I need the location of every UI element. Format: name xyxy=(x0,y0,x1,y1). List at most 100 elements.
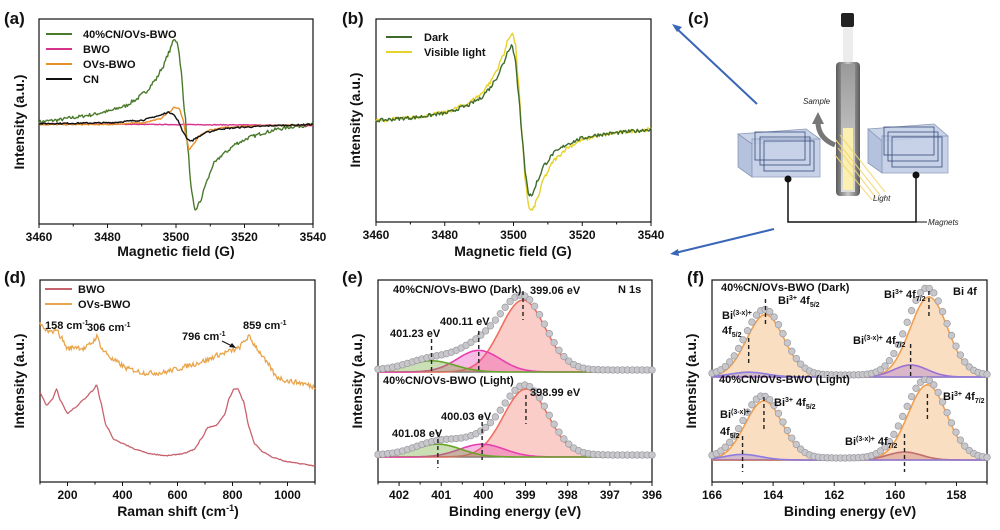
annot-796: 796 cm-1 xyxy=(182,331,226,343)
x-tick-label-e: 398 xyxy=(558,488,578,502)
xps-peak-area xyxy=(712,314,987,377)
panel-label-a: (a) xyxy=(4,9,25,28)
xps-data-point xyxy=(748,318,756,326)
xps-data-point xyxy=(550,338,558,347)
xps-data-point xyxy=(530,302,539,310)
x-tick-label-d: 200 xyxy=(57,488,77,502)
xps-data-point xyxy=(560,435,568,443)
xps-data-point xyxy=(730,352,738,360)
xps-data-point xyxy=(752,311,761,319)
xps-data-point xyxy=(535,311,544,319)
legend-b: Dark Visible light xyxy=(386,32,486,59)
xps-peak-area xyxy=(712,400,987,460)
xps-data-point xyxy=(730,432,738,440)
xps-data-point xyxy=(770,313,778,321)
x-tick-label-b: 3520 xyxy=(569,228,596,242)
x-tick-label-a: 3500 xyxy=(163,230,190,244)
legend-label-ovs-bwo-raman: OVs-BWO xyxy=(78,299,131,311)
xps-data-point xyxy=(938,398,947,406)
xps-data-point xyxy=(952,428,960,436)
xps-data-point xyxy=(894,422,902,430)
x-tick-label-e: 399 xyxy=(516,488,536,502)
pointer-arrow-to-b xyxy=(674,26,758,105)
plot-f: 166 164 162 160 158 xyxy=(702,279,991,502)
panel-label-f: (f) xyxy=(687,268,704,287)
xps-data-point xyxy=(912,296,920,305)
xps-data-point xyxy=(540,402,549,410)
annot-796-arrowhead xyxy=(229,343,236,348)
xps-data-point xyxy=(491,316,500,324)
legend-label-ovs-bwo: OVs-BWO xyxy=(83,59,136,71)
x-tick-label-a: 3460 xyxy=(26,230,53,244)
xps-data-point xyxy=(930,381,938,389)
xps-data-point xyxy=(774,321,783,329)
x-tick-label-a: 3540 xyxy=(300,230,327,244)
xps-data-point xyxy=(545,411,553,419)
xps-peak-area xyxy=(712,384,987,460)
xps-data-point xyxy=(907,392,916,401)
xps-data-point xyxy=(739,336,747,344)
xps-data-point xyxy=(743,408,752,416)
f-dark-bi3-52: Bi3+ 4f5/2 xyxy=(778,295,820,309)
series-line-40-cn-ovs-bwo xyxy=(38,39,314,211)
xps-data-point xyxy=(792,354,800,363)
series-line-ovs-bwo xyxy=(39,322,316,391)
plot-frame-f xyxy=(711,279,988,483)
xps-n1s-labels: 40%CN/OVs-BWO (Dark) N 1s 399.06 eV 400.… xyxy=(383,284,641,440)
plot-a: 3460 3480 3500 3520 3540 xyxy=(26,18,327,244)
y-axis-title-b: Intensity (a.u.) xyxy=(347,73,363,168)
xps-data-point xyxy=(526,382,534,391)
xps-subplot-light xyxy=(708,375,991,472)
e-peak-dark-3: 401.23 eV xyxy=(390,328,441,340)
xps-data-point xyxy=(748,401,756,409)
plot-frame-a xyxy=(38,18,314,225)
e-peak-light-3: 401.08 eV xyxy=(392,428,443,440)
f-light-bi3-52: Bi3+ 4f5/2 xyxy=(774,397,816,411)
xps-data-point xyxy=(560,352,568,361)
xps-data-point xyxy=(555,428,563,436)
xps-peak-area xyxy=(712,452,987,460)
x-axis-title-f: Binding energy (eV) xyxy=(784,503,916,519)
xps-data-point xyxy=(881,362,889,370)
magnet-wire xyxy=(787,175,917,223)
xps-data-point xyxy=(934,388,942,397)
y-axis-title-e: Intensity (a.u.) xyxy=(349,334,365,429)
f-light-bi3-72: Bi3+ 4f7/2 xyxy=(943,391,985,405)
xps-data-point xyxy=(956,351,965,359)
xps-data-point xyxy=(511,386,519,394)
xps-peak-area xyxy=(712,297,987,377)
legend-label-bwo: BWO xyxy=(83,44,110,56)
xps-peak-area xyxy=(378,444,652,457)
light-rays xyxy=(834,134,886,201)
xps-data-point xyxy=(540,320,549,328)
epr-schematic: Sample Light Magnets xyxy=(670,13,959,256)
xps-data-point xyxy=(938,308,947,316)
plot-e: 402 401 400 399 398 397 396 xyxy=(374,279,662,502)
xps-data-point xyxy=(797,360,805,368)
xps-data-point xyxy=(734,344,743,353)
pointer-arrowhead-to-b xyxy=(672,24,682,32)
x-axis-title-e: Binding energy (eV) xyxy=(449,503,581,519)
xps-data-point xyxy=(565,440,573,448)
xps-data-point xyxy=(481,423,490,432)
xps-data-point xyxy=(648,366,656,374)
xps-data-point xyxy=(890,349,898,358)
xps-data-point xyxy=(734,424,743,433)
xps-data-point xyxy=(506,297,514,306)
tube-glass xyxy=(843,27,853,63)
xps-data-point xyxy=(885,357,894,365)
xps-data-point xyxy=(792,440,800,449)
magnet-left xyxy=(736,128,822,178)
xps-data-point xyxy=(943,408,951,417)
f-dark-bi3x-52: Bi(3-x)+ xyxy=(722,310,752,322)
f-dark-bi3-72: Bi3+ 4f7/2 xyxy=(884,289,926,303)
xps-data-point xyxy=(947,331,956,340)
plot-frame-e xyxy=(377,279,653,483)
annot-306: 306 cm-1 xyxy=(87,322,131,334)
series-line-dark xyxy=(375,44,652,197)
xps-data-point xyxy=(526,296,534,304)
xps-bi4f-labels: 40%CN/OVs-BWO (Dark) Bi 4f Bi3+ 4f5/2 Bi… xyxy=(719,282,985,450)
xps-data-point xyxy=(739,416,747,425)
xps-data-point xyxy=(726,358,734,366)
